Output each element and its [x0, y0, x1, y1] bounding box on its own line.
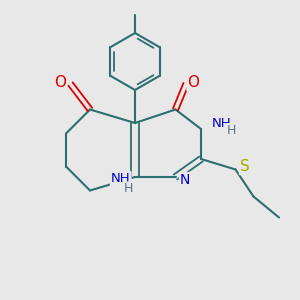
Text: N: N [180, 173, 190, 187]
Text: O: O [54, 75, 66, 90]
Text: H: H [124, 182, 133, 196]
Text: O: O [188, 75, 200, 90]
Text: NH: NH [212, 117, 231, 130]
Text: S: S [240, 159, 250, 174]
Text: NH: NH [111, 172, 130, 185]
Text: H: H [226, 124, 236, 137]
